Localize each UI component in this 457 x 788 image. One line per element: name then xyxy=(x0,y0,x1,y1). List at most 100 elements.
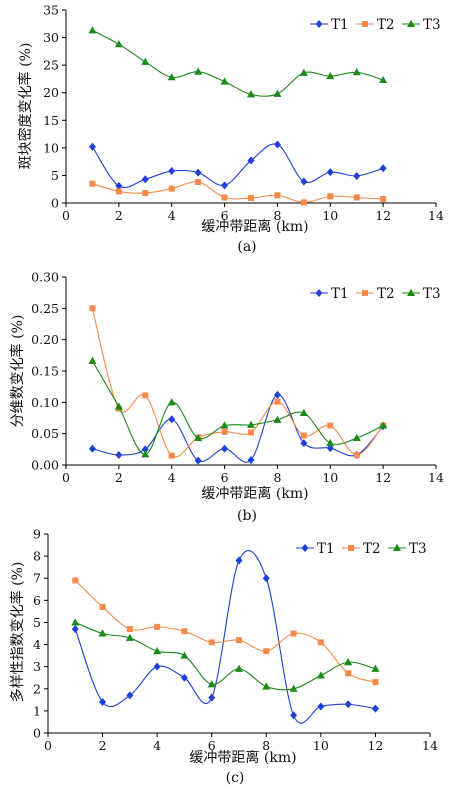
data-point-T3 xyxy=(141,57,150,65)
data-point-T3 xyxy=(141,450,150,458)
data-point-T2 xyxy=(317,639,324,646)
x-axis-label: 缓冲带距离 (km) xyxy=(189,749,296,766)
data-point-T3 xyxy=(379,421,388,429)
series-line-T3 xyxy=(91,360,384,455)
series-T2 xyxy=(89,305,387,459)
data-point-T3 xyxy=(299,408,308,416)
data-point-T1 xyxy=(88,142,96,151)
legend-item-T3: T3 xyxy=(402,17,441,33)
y-axis-label: 多样性指数变化率 (%) xyxy=(9,562,26,703)
data-point-T1 xyxy=(344,700,352,709)
panel-label: (b) xyxy=(237,508,257,524)
data-point-T1 xyxy=(115,181,123,190)
x-tick-label: 12 xyxy=(367,738,383,753)
legend-marker xyxy=(362,290,368,296)
series-line-T1 xyxy=(91,143,384,189)
data-point-T2 xyxy=(263,648,270,655)
data-point-T2 xyxy=(300,199,307,206)
data-point-T1 xyxy=(326,168,334,177)
legend-item-T2: T2 xyxy=(356,286,395,302)
y-tick-label: 4 xyxy=(33,637,41,652)
data-point-T1 xyxy=(208,693,216,702)
data-point-T3 xyxy=(352,433,361,442)
data-point-T3 xyxy=(167,398,176,406)
x-tick-label: 8 xyxy=(273,470,281,485)
data-point-T1 xyxy=(379,164,387,173)
y-axis-label: 分维数变化率 (%) xyxy=(9,315,26,428)
x-tick-label: 10 xyxy=(322,470,338,485)
data-point-T1 xyxy=(273,140,281,149)
data-point-T3 xyxy=(299,68,308,76)
data-point-T3 xyxy=(125,633,134,641)
data-point-T2 xyxy=(154,623,161,630)
y-tick-label: 0 xyxy=(51,196,59,211)
data-point-T1 xyxy=(194,456,202,465)
y-tick-label: 0.15 xyxy=(31,364,59,379)
y-tick-label: 6 xyxy=(33,593,41,608)
data-point-T1 xyxy=(326,444,334,453)
data-point-T2 xyxy=(353,451,360,458)
data-point-T3 xyxy=(247,90,255,98)
legend-label: T3 xyxy=(423,17,441,33)
x-tick-label: 2 xyxy=(115,208,123,223)
y-tick-label: 10 xyxy=(43,140,59,155)
legend-item-T3: T3 xyxy=(402,286,441,302)
data-point-T1 xyxy=(71,625,79,634)
data-point-T3 xyxy=(289,684,298,692)
data-point-T2 xyxy=(168,452,175,459)
legend-marker xyxy=(407,288,415,296)
legend-marker xyxy=(407,19,415,27)
y-tick-label: 30 xyxy=(43,30,59,45)
x-tick-label: 6 xyxy=(208,738,216,753)
data-point-T3 xyxy=(220,421,229,429)
x-tick-label: 12 xyxy=(375,470,391,485)
data-point-T2 xyxy=(274,398,281,405)
data-point-T1 xyxy=(88,444,96,453)
series-T3 xyxy=(88,356,388,458)
data-point-T1 xyxy=(353,171,361,180)
x-tick-label: 14 xyxy=(428,208,444,223)
data-point-T3 xyxy=(167,73,176,81)
y-axis-label: 斑块密度变化率 (%) xyxy=(17,43,34,170)
y-tick-label: 1 xyxy=(33,703,41,718)
x-tick-label: 14 xyxy=(422,738,438,753)
data-point-T2 xyxy=(345,670,352,677)
legend-item-T1: T1 xyxy=(310,286,349,302)
y-tick-label: 20 xyxy=(43,85,59,100)
data-point-T3 xyxy=(194,67,203,75)
data-point-T3 xyxy=(98,629,107,637)
data-point-T1 xyxy=(153,662,161,671)
y-tick-label: 5 xyxy=(51,168,59,183)
data-point-T2 xyxy=(89,180,96,187)
data-point-T1 xyxy=(168,415,176,424)
data-point-T3 xyxy=(344,658,353,666)
x-tick-label: 8 xyxy=(262,738,270,753)
data-point-T2 xyxy=(208,639,215,646)
data-point-T3 xyxy=(194,433,203,442)
data-point-T2 xyxy=(99,603,106,610)
data-point-T2 xyxy=(380,196,387,203)
data-point-T3 xyxy=(247,420,255,428)
data-point-T2 xyxy=(142,392,149,399)
data-point-T1 xyxy=(290,711,298,720)
data-point-T1 xyxy=(300,439,308,448)
panel-label: (c) xyxy=(226,770,245,786)
data-point-T2 xyxy=(115,188,122,195)
x-axis-label: 缓冲带距离 (km) xyxy=(201,485,308,502)
y-tick-label: 3 xyxy=(33,659,41,674)
data-point-T1 xyxy=(221,444,229,453)
legend-marker xyxy=(315,20,323,28)
data-point-T3 xyxy=(352,68,361,76)
x-tick-label: 2 xyxy=(99,738,107,753)
y-tick-label: 0.10 xyxy=(31,395,59,410)
x-tick-label: 6 xyxy=(221,470,229,485)
x-axis-label: 缓冲带距离 (km) xyxy=(201,218,308,235)
data-point-T1 xyxy=(273,390,281,399)
data-point-T1 xyxy=(99,698,107,707)
data-point-T3 xyxy=(262,682,271,690)
x-tick-label: 10 xyxy=(322,208,338,223)
panel-label: (a) xyxy=(237,239,256,255)
data-point-T3 xyxy=(153,646,162,655)
data-point-T1 xyxy=(317,702,325,711)
data-point-T2 xyxy=(89,305,96,312)
